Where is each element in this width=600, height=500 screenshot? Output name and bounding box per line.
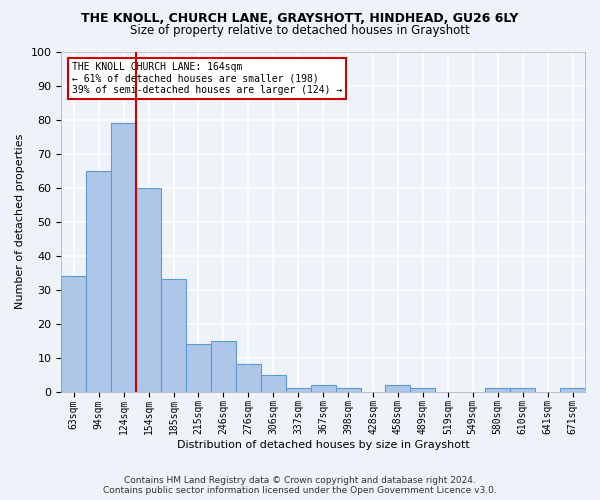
Bar [136,188,161,392]
Text: Contains HM Land Registry data © Crown copyright and database right 2024.
Contai: Contains HM Land Registry data © Crown c… [103,476,497,495]
Bar [311,385,335,392]
Bar [61,276,86,392]
Bar [111,123,136,392]
Bar [385,385,410,392]
Bar [410,388,436,392]
Bar [286,388,311,392]
X-axis label: Distribution of detached houses by size in Grayshott: Distribution of detached houses by size … [177,440,470,450]
Bar [510,388,535,392]
Bar [161,280,186,392]
Bar [261,374,286,392]
Bar [211,340,236,392]
Bar [485,388,510,392]
Bar [186,344,211,392]
Y-axis label: Number of detached properties: Number of detached properties [15,134,25,309]
Text: THE KNOLL, CHURCH LANE, GRAYSHOTT, HINDHEAD, GU26 6LY: THE KNOLL, CHURCH LANE, GRAYSHOTT, HINDH… [82,12,518,26]
Text: Size of property relative to detached houses in Grayshott: Size of property relative to detached ho… [130,24,470,37]
Bar [335,388,361,392]
Bar [236,364,261,392]
Bar [560,388,585,392]
Bar [86,170,111,392]
Text: THE KNOLL CHURCH LANE: 164sqm
← 61% of detached houses are smaller (198)
39% of : THE KNOLL CHURCH LANE: 164sqm ← 61% of d… [72,62,342,95]
